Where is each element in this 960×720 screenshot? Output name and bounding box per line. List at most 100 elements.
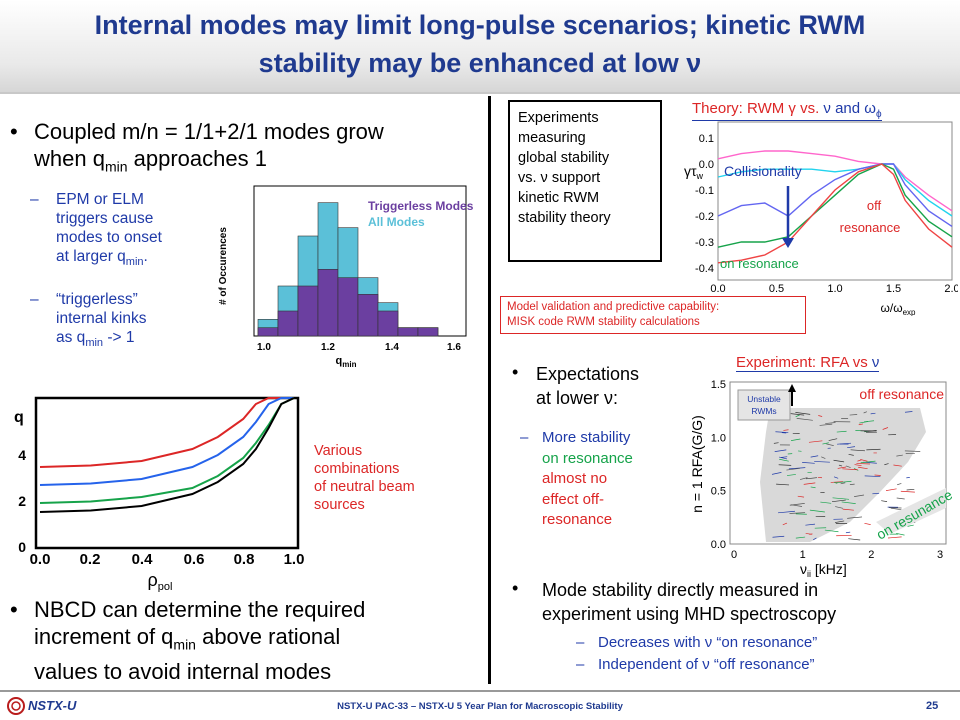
rfa-xtick: 3 <box>937 549 943 561</box>
rfa-data-mark <box>779 458 789 462</box>
hist-bar-triggerless <box>317 269 339 337</box>
rfa-data-mark <box>795 414 800 418</box>
rfa-data-mark <box>833 482 838 484</box>
rfa-xtick: 1 <box>800 549 806 561</box>
rfa-data-mark <box>842 468 858 471</box>
rfa-data-mark <box>833 459 845 463</box>
rfa-chart: Unstable RWMs 1.5 1.0 0.5 0.0 0 1 2 3 n = 1 RF… <box>680 372 958 584</box>
hist-xtick: 1.2 <box>321 342 335 353</box>
hist-bar-triggerless <box>337 277 359 337</box>
q-profile-svg: q 0 2 4 0.0 0.2 0.4 0.6 0.8 1.0 ρpol <box>14 396 304 593</box>
hist-bar-triggerless <box>277 310 299 337</box>
rfa-data-mark <box>893 464 902 467</box>
rfa-data-mark <box>796 418 813 421</box>
rfa-data-mark <box>890 507 902 511</box>
bullet-nbcd: NBCD can determine the required incremen… <box>34 597 366 685</box>
rfa-data-mark <box>809 509 825 513</box>
unstable-label-1: Unstable <box>747 394 781 404</box>
theory-title: Theory: RWM γ vs. ν and ωϕ <box>692 100 882 121</box>
rfa-data-mark <box>887 536 902 539</box>
q-xlabel: ρpol <box>148 570 173 592</box>
q-axes <box>34 396 300 550</box>
hist-bar-triggerless <box>377 310 399 337</box>
rfa-data-mark <box>789 512 806 514</box>
rfa-data-mark <box>850 449 865 452</box>
theory-line <box>717 163 953 264</box>
q-ylabel: q <box>14 409 24 426</box>
mode-sub-bullets: – Decreases with ν “on resonance” – Indepe… <box>576 634 818 673</box>
rfa-data-mark <box>822 442 829 445</box>
theory-ytick: -0.4 <box>695 263 714 275</box>
rfa-on-res-band <box>876 488 946 534</box>
rfa-data-mark <box>790 413 805 416</box>
rfa-xtick: 0 <box>731 549 737 561</box>
theory-line <box>717 163 953 248</box>
rfa-data-mark <box>841 501 856 504</box>
rfa-data-mark <box>859 421 869 424</box>
rfa-data-mark <box>825 422 836 424</box>
legend-triggerless: Triggerless Modes <box>368 199 474 213</box>
theory-ytick: -0.3 <box>695 237 714 249</box>
rfa-data-mark <box>771 472 782 475</box>
rfa-data-mark <box>795 536 806 539</box>
theory-xtick: 1.0 <box>827 283 842 295</box>
theory-xtick: 0.5 <box>769 283 784 295</box>
theory-ytick: -0.1 <box>695 185 714 197</box>
title-bar <box>0 0 960 92</box>
rfa-data-mark <box>805 533 813 535</box>
bullet-coupled-modes-text: Coupled m/n = 1/1+2/1 modes grow when qm… <box>34 119 384 175</box>
column-divider <box>488 96 491 684</box>
unstable-arrowhead <box>788 384 796 392</box>
q-xtick: 0.8 <box>234 551 255 568</box>
rfa-data-mark <box>821 456 826 459</box>
page-number: 25 <box>926 700 939 712</box>
rfa-data-mark <box>837 466 847 469</box>
theory-svg: 0.1 0.0 -0.1 -0.2 -0.3 -0.4 0.0 0.5 1.0 1.5 2.0 γ… <box>684 121 960 317</box>
q-xtick: 0.2 <box>80 551 101 568</box>
q-profile-line <box>39 397 294 486</box>
rfa-data-mark <box>856 463 871 465</box>
rfa-data-mark <box>835 480 852 484</box>
rfa-data-mark <box>857 459 862 462</box>
off-resonance-label-2: resonance <box>840 220 901 235</box>
bullet-coupled-modes: • <box>10 119 18 144</box>
expect-bullet-dot: • <box>512 362 519 382</box>
rfa-data-mark <box>840 482 846 485</box>
theory-xlabel: ω/ωexp <box>881 301 917 316</box>
experiment-title: Experiment: RFA vs ν <box>736 354 880 372</box>
hist-bar-triggerless <box>257 327 279 337</box>
title-line-2: stability may be enhanced at low ν <box>258 48 702 78</box>
theory-ytick: 0.1 <box>699 133 714 145</box>
hist-bar-triggerless <box>297 285 319 337</box>
unstable-label-2: RWMs <box>751 406 776 416</box>
rfa-data-mark <box>772 535 785 538</box>
hist-ylabel: # of Occurences <box>218 227 229 305</box>
rfa-data-mark <box>845 531 851 534</box>
q-profile-line <box>39 397 294 468</box>
rfa-data-mark <box>835 506 844 509</box>
qmin-histogram: # of Occurences qmin 1.0 1.2 1.4 1.6 Tri… <box>196 176 486 370</box>
rfa-data-mark <box>810 486 816 489</box>
theory-line <box>717 163 953 227</box>
rfa-data-mark <box>860 459 868 462</box>
footer-logo: NSTX-U <box>28 698 77 713</box>
rfa-data-mark <box>849 414 858 416</box>
rfa-ylabel: n = 1 RFA(G/G) <box>689 415 705 513</box>
hist-bar-triggerless <box>357 294 379 337</box>
nstx-logo-icon <box>7 697 25 715</box>
rfa-data-mark <box>824 529 839 533</box>
sub-bullet-triggerless: – “triggerless” internal kinks as qmin -… <box>30 291 147 350</box>
rfa-data-mark <box>904 450 921 452</box>
rfa-data-mark <box>864 522 871 525</box>
mode-stability-text: Mode stability directly measured in expe… <box>542 580 837 624</box>
q-ytick: 4 <box>18 447 26 463</box>
rfa-ytick: 0.0 <box>711 539 726 551</box>
rfa-data-mark <box>820 501 832 504</box>
rfa-data-mark <box>900 490 915 493</box>
rfa-off-resonance: off resonance <box>859 386 944 402</box>
rfa-data-mark <box>786 474 796 476</box>
rfa-data-mark <box>805 523 816 526</box>
hist-xtick: 1.6 <box>447 342 461 353</box>
model-validation-box: Model validation and predictive capabili… <box>500 296 806 334</box>
rfa-data-mark <box>831 499 846 503</box>
